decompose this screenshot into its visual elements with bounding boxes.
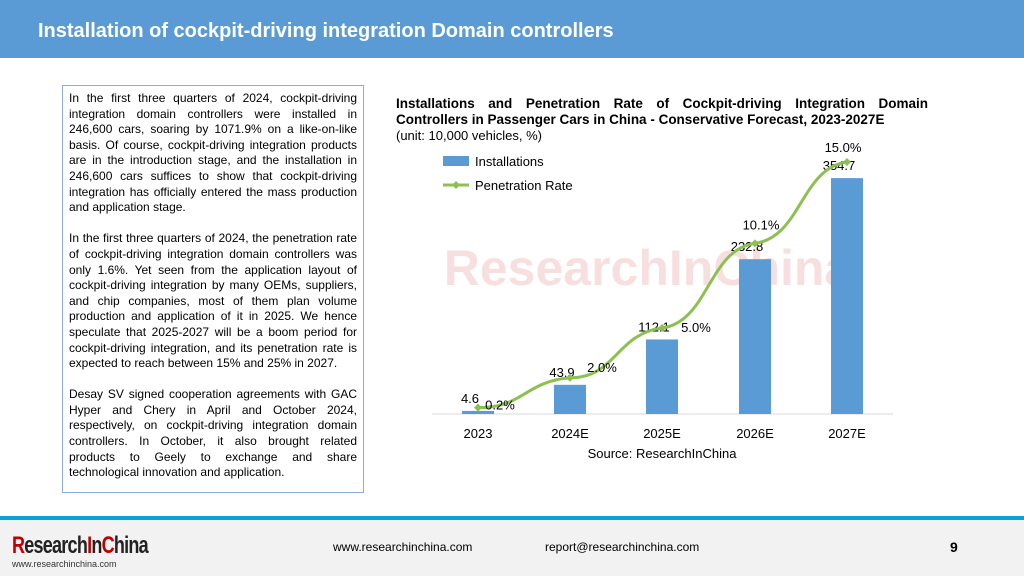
bar-2026E: [739, 259, 771, 414]
slide-title: Installation of cockpit-driving integrat…: [38, 20, 614, 42]
paragraph: Desay SV signed cooperation agreements w…: [69, 387, 357, 480]
penetration-marker: [751, 239, 759, 248]
penetration-label: 5.0%: [681, 320, 711, 335]
slide-header: Installation of cockpit-driving integrat…: [0, 0, 1024, 58]
watermark: ResearchInChina: [444, 240, 854, 296]
chart-title-line1: Installations and Penetration Rate of Co…: [396, 96, 928, 111]
penetration-marker: [474, 403, 482, 412]
logo: ResearchInChina: [12, 532, 149, 559]
legend-label-penetration: Penetration Rate: [475, 178, 573, 193]
chart-unit: (unit: 10,000 vehicles, %): [396, 128, 542, 143]
x-tick-label: 2025E: [643, 426, 681, 441]
footer: ResearchInChina www.researchinchina.com …: [0, 516, 1024, 576]
x-tick-label: 2026E: [736, 426, 774, 441]
penetration-marker: [566, 373, 574, 382]
penetration-marker: [658, 324, 666, 332]
penetration-label: 0.2%: [485, 398, 515, 413]
footer-website-link[interactable]: www.researchinchina.com: [333, 540, 473, 554]
penetration-label: 10.1%: [743, 217, 780, 232]
page-number: 9: [950, 539, 958, 555]
paragraph: In the first three quarters of 2024, coc…: [69, 91, 357, 215]
legend-label-installations: Installations: [475, 154, 544, 169]
x-tick-label: 2027E: [828, 426, 866, 441]
paragraph: In the first three quarters of 2024, the…: [69, 231, 357, 371]
logo-url: www.researchinchina.com: [12, 559, 117, 569]
bar-2025E: [646, 339, 678, 414]
bar-label: 4.6: [461, 391, 479, 406]
text-panel: In the first three quarters of 2024, coc…: [62, 85, 364, 493]
bar-2027E: [831, 178, 863, 414]
legend-marker-penetration: [452, 181, 460, 189]
bar-2023: [462, 410, 494, 414]
footer-email-link[interactable]: report@researchinchina.com: [545, 540, 700, 554]
penetration-label: 2.0%: [587, 360, 617, 375]
chart-title-line2: Controllers in Passenger Cars in China -…: [396, 112, 885, 127]
x-tick-label: 2023: [464, 426, 493, 441]
penetration-label: 15.0%: [825, 140, 862, 155]
chart-source: Source: ResearchInChina: [588, 446, 738, 461]
bar-2024E: [554, 384, 586, 414]
legend-swatch-installations: [443, 156, 469, 166]
penetration-line: [477, 160, 848, 410]
penetration-marker: [843, 158, 851, 166]
x-tick-label: 2024E: [551, 426, 589, 441]
